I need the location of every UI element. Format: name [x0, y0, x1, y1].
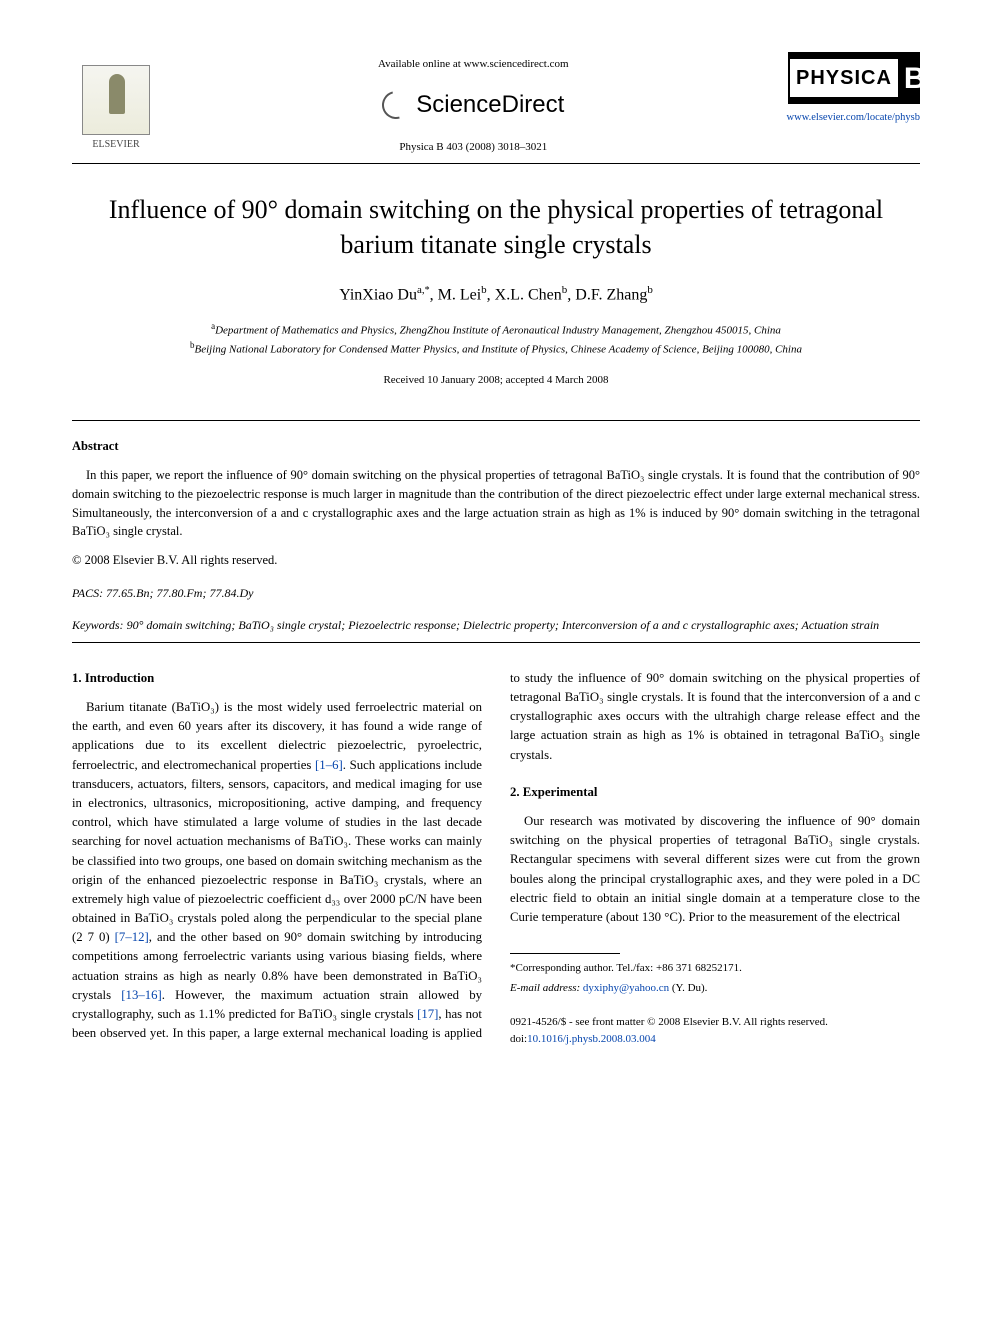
footnote-block: *Corresponding author. Tel./fax: +86 371…	[510, 953, 920, 1047]
corresponding-author-footnote: *Corresponding author. Tel./fax: +86 371…	[510, 960, 920, 977]
keywords-line: Keywords: 90° domain switching; BaTiO₃ s…	[72, 616, 920, 634]
header-rule	[72, 163, 920, 164]
sciencedirect-word: ScienceDirect	[416, 87, 564, 123]
abstract-body: In this paper, we report the influence o…	[72, 466, 920, 541]
sciencedirect-swirl-icon	[377, 85, 415, 123]
physica-word: PHYSICA	[790, 59, 898, 97]
physica-letter: B	[900, 56, 930, 101]
journal-homepage-link[interactable]: www.elsevier.com/locate/physb	[787, 110, 920, 126]
ref-link-7-12[interactable]: [7–12]	[115, 930, 149, 944]
keywords-text: 90° domain switching; BaTiO₃ single crys…	[127, 618, 880, 632]
front-matter-line: 0921-4526/$ - see front matter © 2008 El…	[510, 1014, 920, 1031]
journal-reference: Physica B 403 (2008) 3018–3021	[160, 139, 787, 156]
experimental-paragraph: Our research was motivated by discoverin…	[510, 812, 920, 927]
doi-block: 0921-4526/$ - see front matter © 2008 El…	[510, 1014, 920, 1047]
author-1: YinXiao Du	[339, 287, 417, 304]
pacs-line: PACS: 77.65.Bn; 77.80.Fm; 77.84.Dy	[72, 584, 920, 602]
pacs-label: PACS:	[72, 586, 103, 600]
elsevier-tree-icon	[82, 65, 150, 135]
author-1-corresponding-mark: *	[425, 285, 430, 296]
ref-link-13-16[interactable]: [13–16]	[121, 988, 162, 1002]
email-author-paren: (Y. Du).	[672, 982, 708, 994]
affiliation-b-text: Beijing National Laboratory for Condense…	[195, 343, 802, 355]
intro-text-b: . Such applications include transducers,…	[72, 758, 482, 945]
sciencedirect-logo: ScienceDirect	[160, 87, 787, 123]
authors-line: YinXiao Dua,*, M. Leib, X.L. Chenb, D.F.…	[72, 282, 920, 307]
affiliation-a: aDepartment of Mathematics and Physics, …	[72, 320, 920, 339]
author-4: D.F. Zhang	[575, 287, 647, 304]
author-1-affil: a,	[417, 284, 425, 296]
elsevier-logo: ELSEVIER	[72, 52, 160, 152]
author-3-affil: b	[562, 284, 568, 296]
author-2: M. Lei	[438, 287, 482, 304]
affiliation-a-text: Department of Mathematics and Physics, Z…	[215, 324, 781, 336]
received-accepted: Received 10 January 2008; accepted 4 Mar…	[72, 372, 920, 389]
abstract-text: In this paper, we report the influence o…	[72, 466, 920, 541]
abstract-heading: Abstract	[72, 437, 920, 456]
keywords-label: Keywords:	[72, 618, 124, 632]
article-title: Influence of 90° domain switching on the…	[72, 192, 920, 262]
author-4-affil: b	[647, 284, 653, 296]
elsevier-label: ELSEVIER	[92, 137, 139, 152]
center-header: Available online at www.sciencedirect.co…	[160, 52, 787, 155]
ref-link-17[interactable]: [17]	[417, 1007, 438, 1021]
doi-label: doi:	[510, 1033, 527, 1045]
abstract-top-rule	[72, 420, 920, 421]
email-line: E-mail address: dyxiphy@yahoo.cn (Y. Du)…	[510, 980, 920, 997]
section-1-heading: 1. Introduction	[72, 669, 482, 688]
affiliation-b: bBeijing National Laboratory for Condens…	[72, 339, 920, 358]
header-row: ELSEVIER Available online at www.science…	[72, 52, 920, 155]
physica-logo: PHYSICA B	[788, 52, 920, 104]
body-two-column: 1. Introduction Barium titanate (BaTiO₃)…	[72, 669, 920, 1047]
corresponding-email-link[interactable]: dyxiphy@yahoo.cn	[583, 982, 669, 994]
pacs-codes: 77.65.Bn; 77.80.Fm; 77.84.Dy	[106, 586, 253, 600]
available-online-text: Available online at www.sciencedirect.co…	[160, 56, 787, 73]
section-2-heading: 2. Experimental	[510, 783, 920, 802]
doi-line: doi:10.1016/j.physb.2008.03.004	[510, 1031, 920, 1048]
author-2-affil: b	[481, 284, 487, 296]
footnote-rule	[510, 953, 620, 954]
ref-link-1-6[interactable]: [1–6]	[315, 758, 343, 772]
email-label: E-mail address:	[510, 982, 580, 994]
abstract-bottom-rule	[72, 642, 920, 643]
abstract-copyright: © 2008 Elsevier B.V. All rights reserved…	[72, 551, 920, 570]
author-3: X.L. Chen	[495, 287, 562, 304]
doi-link[interactable]: 10.1016/j.physb.2008.03.004	[527, 1033, 656, 1045]
journal-brand-box: PHYSICA B www.elsevier.com/locate/physb	[787, 52, 920, 126]
